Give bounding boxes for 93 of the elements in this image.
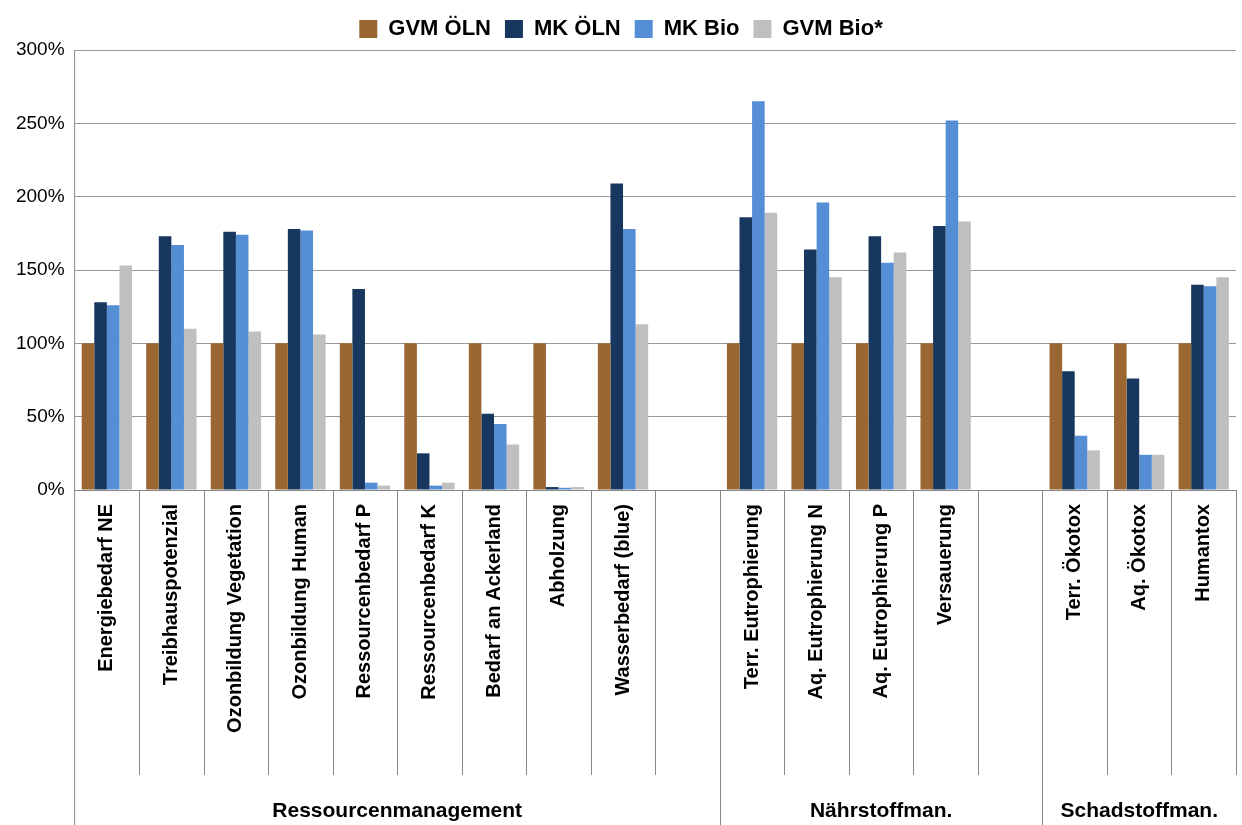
bar — [481, 413, 494, 490]
bar — [506, 444, 520, 490]
bar — [893, 252, 907, 490]
bar — [726, 343, 740, 490]
bar — [764, 212, 778, 490]
text: Ressourcenmanagement — [272, 797, 523, 821]
bar — [739, 217, 753, 490]
bar — [623, 228, 636, 490]
bar — [493, 424, 507, 490]
y-tick-label: 0% — [37, 478, 65, 500]
bar — [791, 343, 805, 490]
legend-label: MK ÖLN — [533, 15, 621, 41]
bar — [804, 249, 817, 490]
text: Nährstoffman. — [809, 797, 953, 821]
x-tick-label: Bedarf an Ackerland — [481, 504, 504, 698]
x-tick-label: Terr. Eutrophierung — [739, 504, 762, 690]
bar — [416, 453, 430, 490]
bar — [364, 482, 378, 490]
x-tick-label: Aq. Eutrophierung P — [868, 504, 891, 699]
bar — [313, 334, 326, 490]
bar — [855, 343, 869, 490]
bar — [287, 228, 301, 490]
bar — [339, 343, 353, 490]
y-tick-label: 300% — [15, 38, 65, 60]
text: Schadstoffman. — [1060, 797, 1218, 821]
bar — [352, 289, 365, 490]
bar — [1151, 454, 1165, 490]
x-tick-label: Treibhauspotenzial — [158, 504, 181, 686]
bar — [1074, 435, 1088, 490]
bar — [300, 230, 314, 490]
x-tick-label: Abholzung — [546, 504, 569, 608]
bar — [1126, 378, 1140, 490]
bar — [945, 120, 959, 490]
bar — [223, 231, 236, 490]
bar — [1203, 286, 1217, 490]
bar — [545, 487, 559, 490]
y-tick-label: 250% — [15, 111, 65, 133]
bar — [920, 343, 934, 490]
x-tick-label: Aq. Eutrophierung N — [804, 504, 827, 700]
bar — [442, 482, 455, 490]
bar — [933, 226, 946, 490]
bar — [1139, 454, 1152, 490]
bar — [533, 343, 546, 490]
bar — [1216, 277, 1229, 490]
bar — [635, 324, 649, 490]
x-tick-label: Wasserbedarf (blue) — [610, 504, 633, 696]
legend-label: GVM ÖLN — [388, 15, 491, 41]
bar — [816, 202, 830, 490]
bar — [275, 343, 288, 490]
bar — [183, 328, 197, 490]
bar — [1087, 450, 1100, 490]
x-tick-label: Ozonbildung Vegetation — [223, 504, 246, 733]
bar — [210, 343, 224, 490]
bar — [146, 343, 159, 490]
y-tick-label: 200% — [15, 184, 65, 206]
bar — [248, 331, 262, 490]
x-tick-label: Humantox — [1191, 504, 1214, 602]
bar — [829, 277, 842, 490]
bar — [429, 485, 443, 490]
x-tick-label: Ressourcenbedarf P — [352, 504, 375, 699]
bar — [1062, 371, 1075, 490]
x-tick-label: Ozonbildung Human — [287, 504, 310, 700]
x-tick-label: Energiebedarf NE — [94, 504, 117, 672]
bar — [235, 234, 249, 490]
bar — [1114, 343, 1127, 490]
x-tick-label: Terr. Ökotox — [1062, 504, 1085, 621]
bar — [958, 221, 971, 490]
bar — [881, 262, 894, 490]
bar — [158, 236, 172, 490]
bar — [1178, 343, 1192, 490]
bar — [1191, 284, 1204, 490]
bar — [377, 485, 391, 490]
bar — [610, 183, 624, 490]
x-tick-label: Versauerung — [933, 504, 956, 626]
bar — [868, 236, 882, 490]
x-tick-label: Ressourcenbedarf K — [416, 503, 439, 700]
bar — [94, 302, 107, 490]
y-tick-label: 150% — [15, 258, 65, 280]
bar — [119, 265, 133, 490]
x-tick-label: Aq. Ökotox — [1126, 504, 1149, 611]
legend-label: GVM Bio* — [782, 15, 884, 41]
bar — [597, 343, 611, 490]
bar — [1049, 343, 1063, 490]
bar — [571, 487, 584, 490]
bar — [81, 343, 95, 490]
bar — [752, 101, 765, 490]
bar — [171, 245, 184, 490]
bar — [106, 305, 120, 490]
bar — [468, 343, 482, 490]
legend-label: MK Bio — [663, 15, 740, 41]
y-tick-label: 50% — [26, 404, 65, 426]
y-tick-label: 100% — [15, 331, 65, 353]
bar — [404, 343, 417, 490]
